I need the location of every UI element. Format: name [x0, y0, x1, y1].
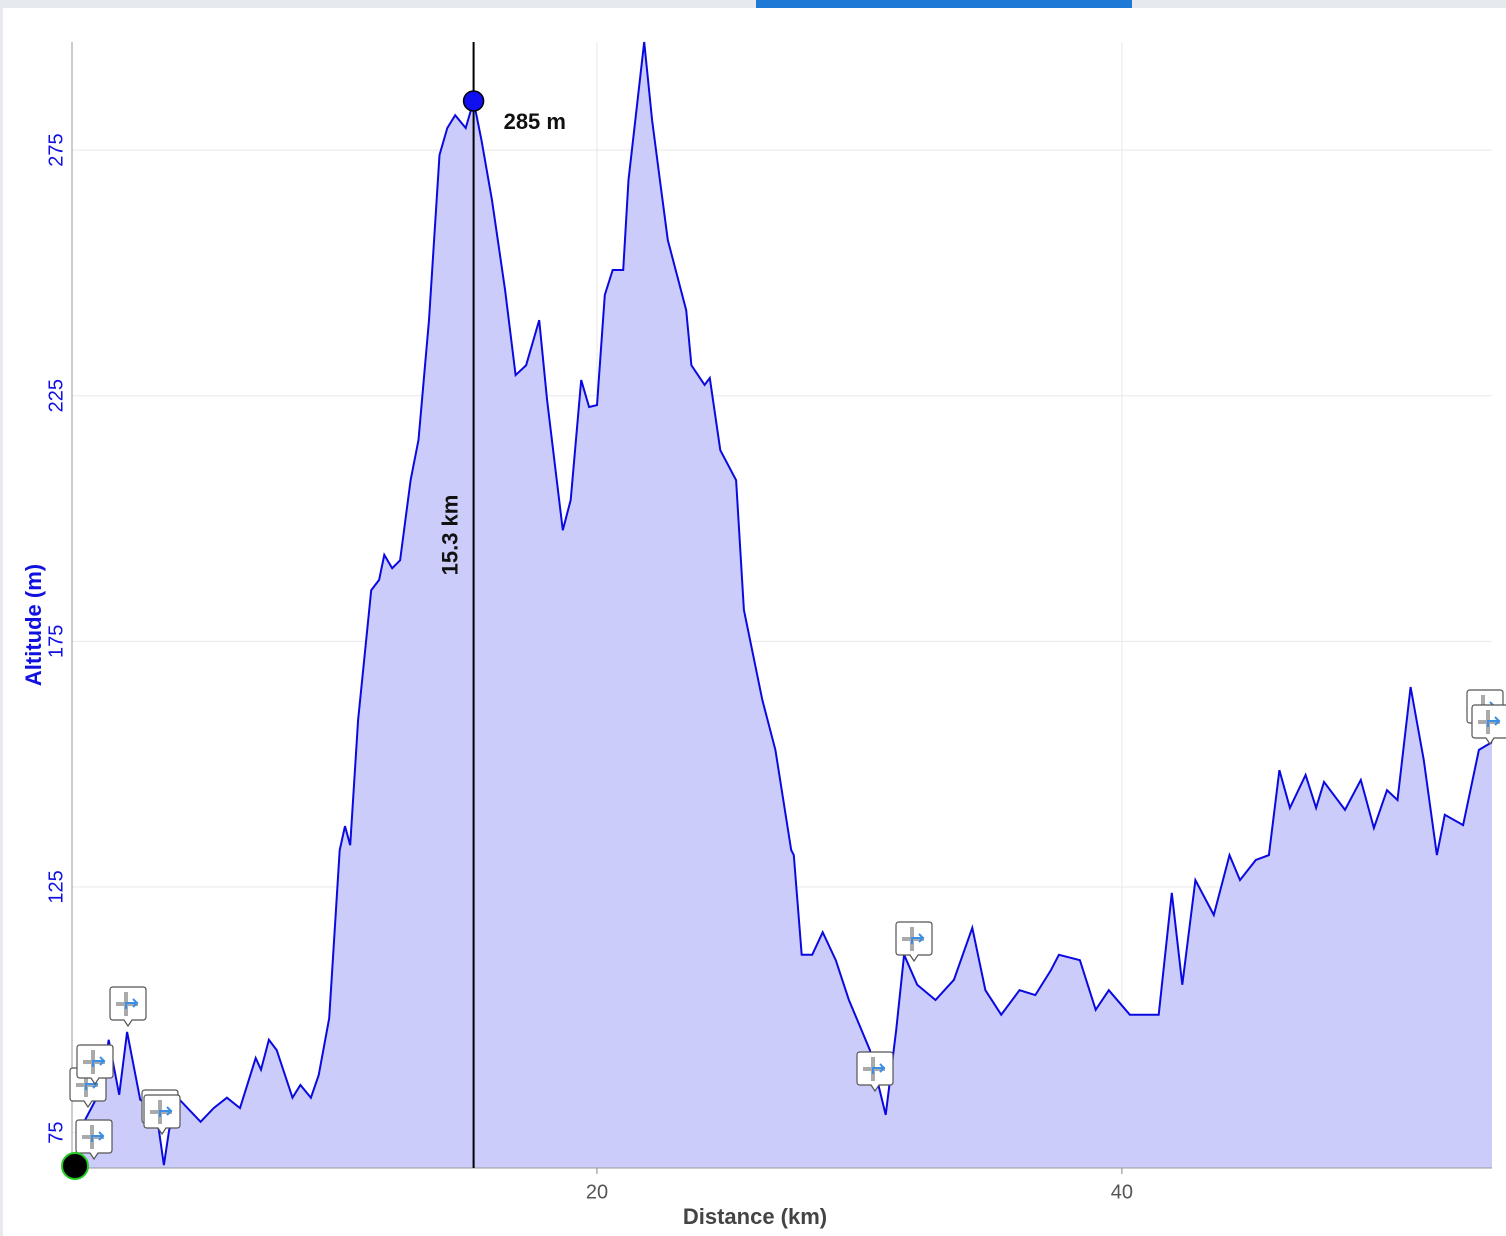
icon-arrow — [91, 1131, 105, 1142]
icon-arrow — [159, 1106, 173, 1117]
y-tick-label: 75 — [45, 1122, 67, 1144]
waypoint-icon — [76, 1044, 114, 1086]
icon-arrow — [872, 1063, 886, 1074]
waypoint-icon — [75, 1119, 113, 1161]
icon-arrow — [92, 1056, 106, 1067]
icon-arrow — [911, 933, 925, 944]
tab-bar — [0, 0, 1506, 8]
y-tick-label: 225 — [45, 379, 67, 412]
y-tick-label: 125 — [45, 870, 67, 903]
cursor-y-label: 285 m — [504, 109, 566, 134]
waypoint-icon — [143, 1094, 181, 1136]
waypoint-icon — [856, 1051, 894, 1093]
waypoint-icon — [895, 921, 933, 963]
x-axis-title: Distance (km) — [683, 1204, 827, 1229]
waypoint-icon — [109, 986, 147, 1028]
elevation-line — [73, 41, 1493, 1166]
start-marker — [61, 1152, 89, 1180]
y-tick-label: 275 — [45, 133, 67, 166]
icon-arrow — [1487, 716, 1501, 727]
y-axis-title: Altitude (m) — [21, 564, 46, 686]
y-tick-label: 175 — [45, 625, 67, 658]
x-tick-label: 20 — [586, 1181, 608, 1203]
x-tick-label: 40 — [1111, 1181, 1133, 1203]
active-tab[interactable] — [756, 0, 1132, 8]
icon-arrow — [125, 998, 139, 1009]
plot — [61, 41, 1506, 1180]
left-border — [0, 8, 3, 1236]
waypoint-icon — [1471, 704, 1506, 746]
cursor-x-label: 15.3 km — [437, 495, 462, 576]
cursor-point — [462, 90, 485, 112]
